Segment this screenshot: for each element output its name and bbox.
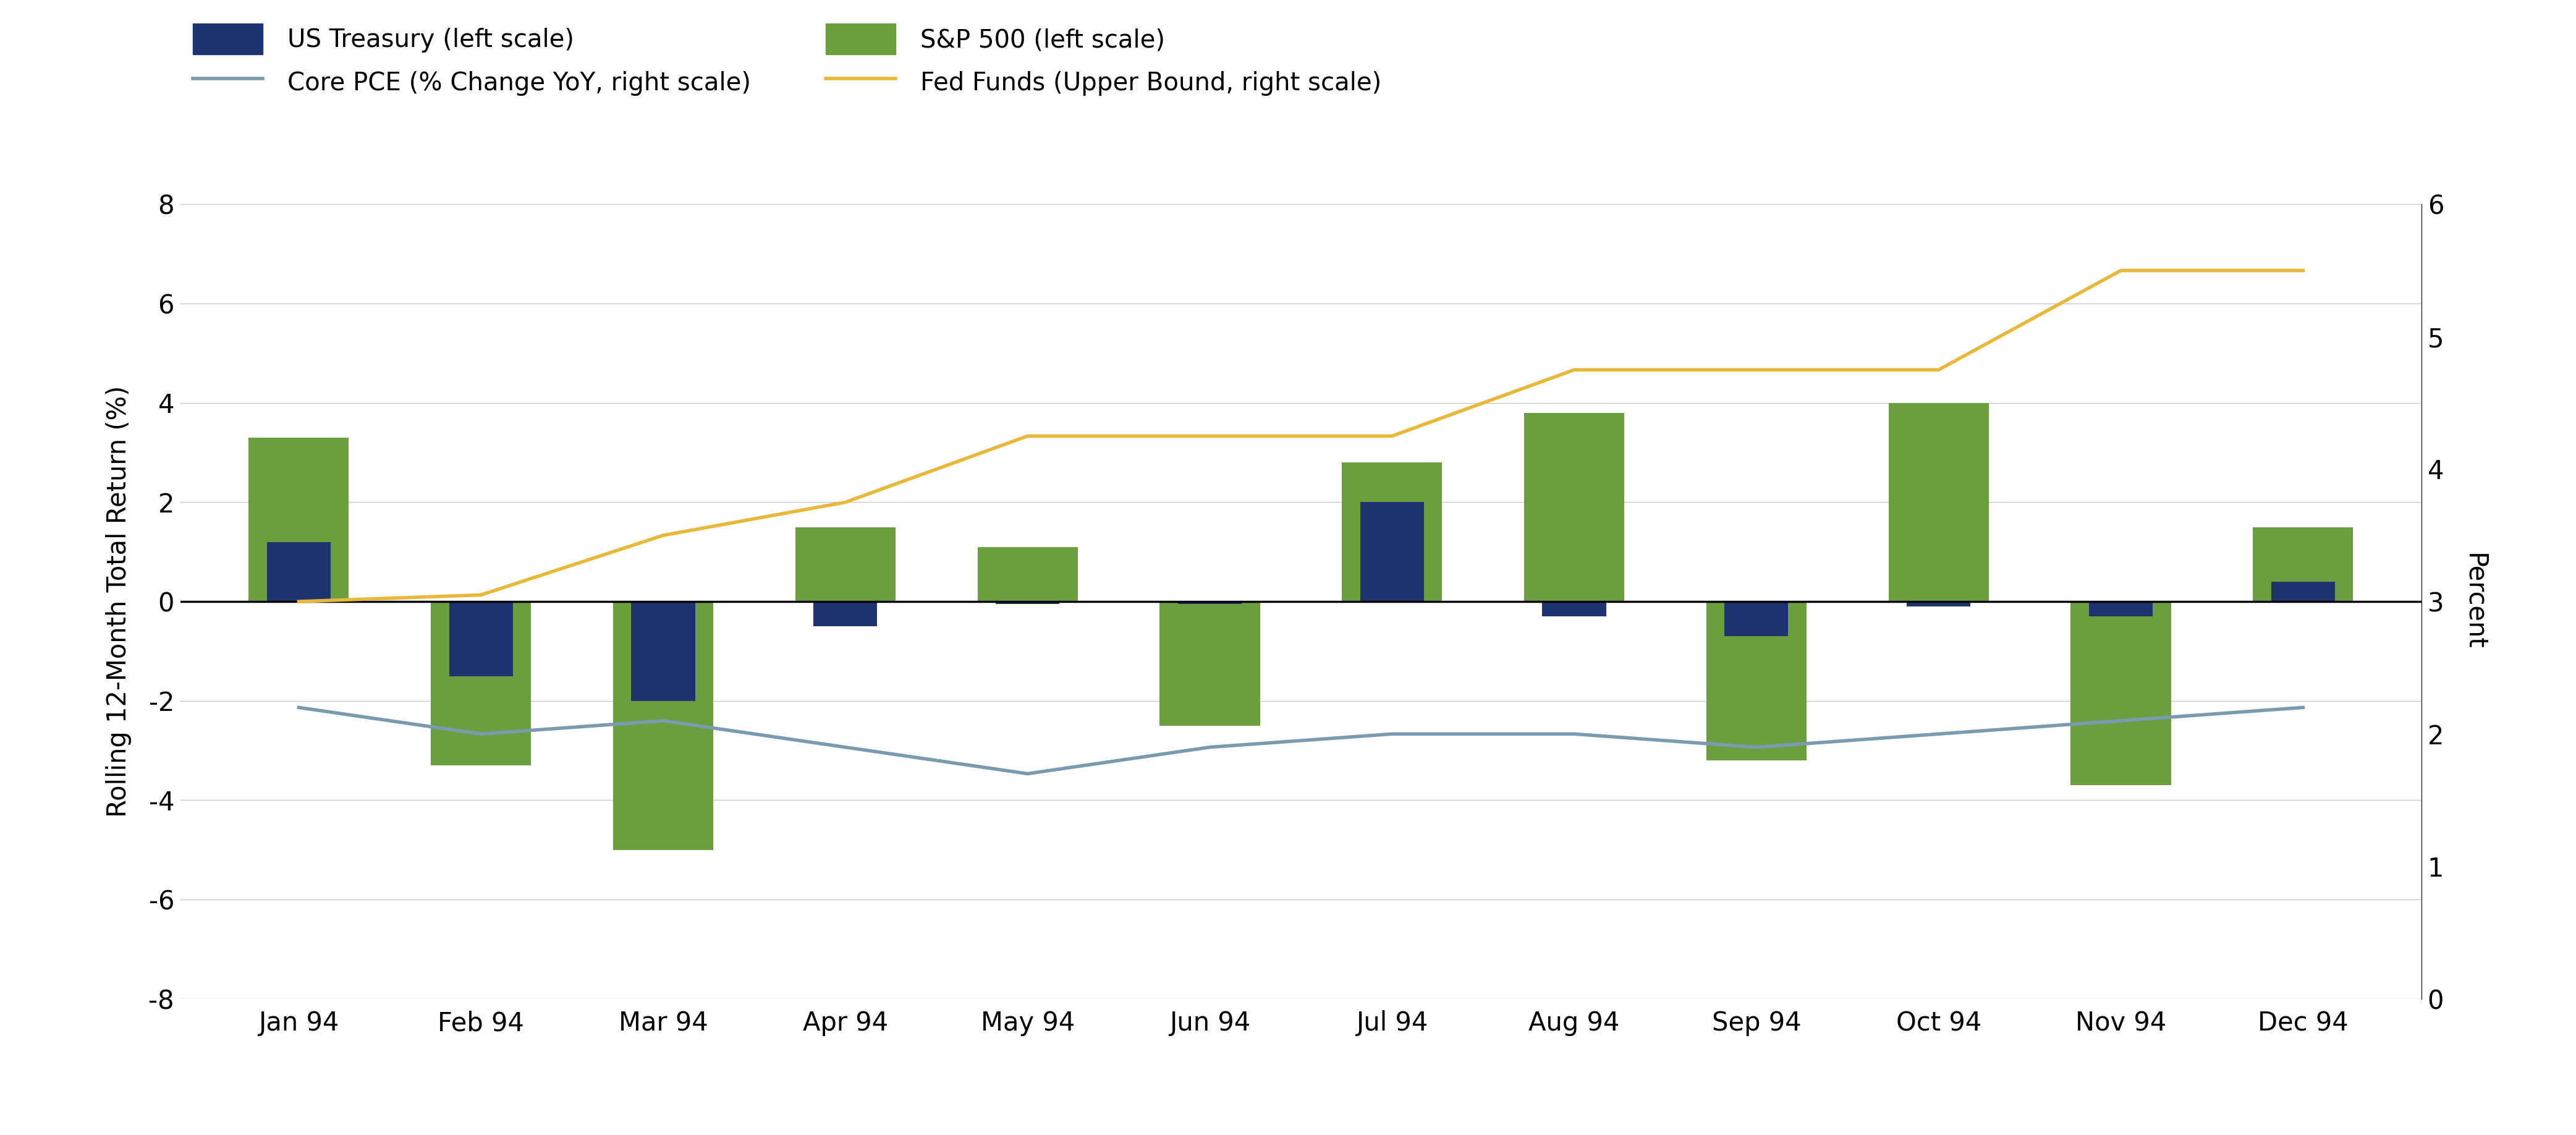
Bar [814,602,878,627]
Bar [631,602,696,700]
Bar [2254,527,2352,602]
Bar [268,541,330,602]
Bar [2071,602,2172,785]
Y-axis label: Percent: Percent [2460,553,2486,650]
Bar [1525,413,1625,602]
Bar [1543,602,1605,616]
Bar [1705,602,1806,760]
Bar [1177,602,1242,604]
Bar [1159,602,1260,725]
Bar [448,602,513,676]
Bar [2089,602,2154,616]
Bar [2272,581,2334,602]
Bar [1888,403,1989,602]
Bar [1723,602,1788,637]
Bar [430,602,531,765]
Legend: US Treasury (left scale), Core PCE (% Change YoY, right scale), S&P 500 (left sc: US Treasury (left scale), Core PCE (% Ch… [193,24,1381,96]
Bar [250,438,348,602]
Bar [976,547,1077,602]
Bar [1360,502,1425,602]
Bar [613,602,714,850]
Bar [1342,462,1443,602]
Y-axis label: Rolling 12-Month Total Return (%): Rolling 12-Month Total Return (%) [106,386,131,817]
Bar [997,602,1059,604]
Bar [1906,602,1971,606]
Bar [796,527,896,602]
